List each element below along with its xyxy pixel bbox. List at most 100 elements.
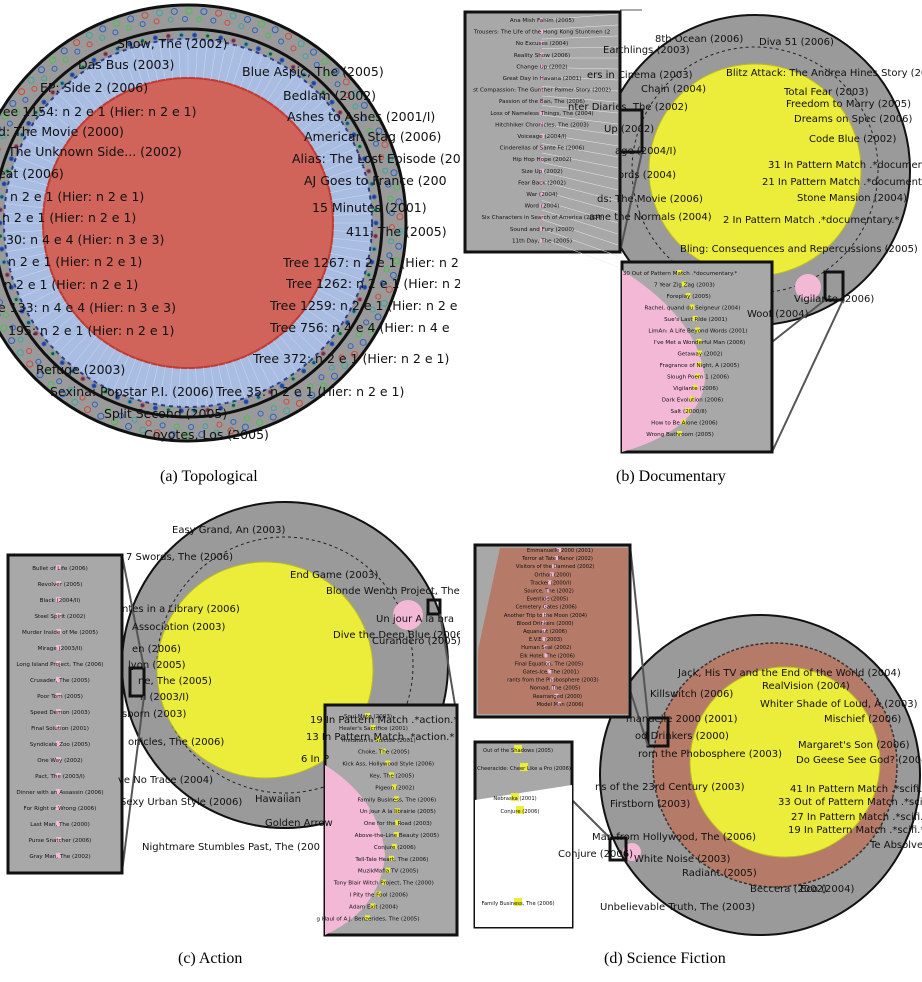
- graph-node: [313, 61, 320, 68]
- graph-node: [324, 71, 331, 78]
- graph-node: [367, 326, 375, 334]
- node-label: Mirage (2003/II): [38, 646, 83, 652]
- node-label: Vigilante (2006): [673, 386, 718, 392]
- graph-node: [19, 132, 25, 138]
- graph-node: [26, 120, 32, 126]
- graph-node: [388, 224, 395, 231]
- graph-node: [152, 35, 158, 41]
- graph-node: [0, 126, 2, 132]
- node-marker: [695, 327, 701, 333]
- graph-node: [270, 405, 277, 412]
- graph-node: [1, 259, 7, 265]
- graph-node: [367, 127, 374, 134]
- graph-node: [320, 89, 326, 95]
- graph-node: [385, 286, 393, 294]
- node-marker: [380, 748, 386, 754]
- graph-node: [84, 406, 92, 414]
- graph-node: [0, 299, 4, 306]
- graph-node: [165, 407, 171, 413]
- node-label: 30 Out of Pattern Match .*documentary.*: [623, 271, 738, 277]
- graph-node: [59, 390, 67, 398]
- graph-node: [22, 96, 29, 103]
- graph-node: [8, 156, 14, 162]
- node-marker: [554, 693, 559, 698]
- node-label: Final Equation, The (2005): [515, 661, 583, 667]
- node-marker: [540, 41, 544, 46]
- node-marker: [56, 581, 61, 586]
- node-label: nter Diaries, The (2002): [568, 102, 688, 113]
- graph-node: [139, 21, 146, 28]
- node-label: Association (2003): [132, 622, 225, 633]
- node-label: Hitchhiker Chronicles, The (2003): [495, 122, 589, 128]
- node-label: Hip Hop Hope (2002): [512, 157, 571, 163]
- graph-node: [181, 16, 188, 23]
- node-marker: [545, 588, 550, 593]
- node-marker: [56, 837, 61, 842]
- node-label: 31 In Pattern Match .*documentar: [768, 160, 922, 171]
- node-label: 21 In Pattern Match .*documentary: [762, 177, 922, 188]
- node-marker: [544, 596, 549, 601]
- graph-node: [255, 46, 261, 52]
- node-label: Crusader, The (2005): [30, 678, 90, 684]
- graph-node: [0, 133, 7, 140]
- graph-node: [127, 399, 133, 405]
- node-label: Tony Blair Witch Project, The (2000): [333, 881, 434, 887]
- node-label: Cemetery Gates (2006): [516, 605, 577, 611]
- node-label: E.V.E. (2003): [529, 637, 562, 643]
- graph-node: [369, 259, 375, 265]
- graph-node: [308, 391, 316, 399]
- zoom-panel-right: Soul Mate (2003) Healer's Sacrifice (2001…: [316, 703, 459, 937]
- node-marker: [540, 110, 544, 115]
- node-label: 33 Out of Pattern Match .*scifi.*: [778, 797, 922, 808]
- graph-node: [351, 132, 357, 138]
- node-label: Fear Back (2002): [518, 180, 566, 186]
- node-label: Jack, His TV and the End of the World (2…: [677, 668, 901, 679]
- graph-node: [393, 183, 401, 191]
- node-label: LimAn: A Life Beyond Words (2001): [648, 329, 747, 335]
- zoom-panel-top: Emmanuelle 2000 (2001) Terror at Tate Man…: [473, 543, 632, 719]
- graph-node: [344, 120, 350, 126]
- node-label: Conjure (2006): [374, 845, 416, 851]
- node-label: The Unknown Side... (2002): [7, 144, 182, 159]
- node-marker: [542, 612, 547, 617]
- graph-node: [103, 389, 109, 395]
- node-label: Ashes to Ashes (2001/I): [287, 109, 435, 124]
- node-label: Blood Drinkers (2000): [517, 621, 574, 627]
- graph-node: [357, 296, 363, 302]
- node-marker: [391, 843, 397, 849]
- scifi-labels: Jack, His TV and the End of the World (2…: [558, 668, 922, 913]
- node-label: Das Bus (2003): [78, 57, 174, 72]
- node-marker: [549, 572, 554, 577]
- graph-node: [368, 114, 376, 122]
- graph-node: [127, 15, 135, 23]
- node-label: Word (2004): [525, 204, 560, 210]
- node-label: Tree 35: n 2 e 1 (Hier: n 2 e 1): [215, 384, 404, 399]
- node-marker: [56, 821, 61, 826]
- node-label: One for the Road (2003): [364, 821, 432, 827]
- node-marker: [388, 772, 394, 778]
- graph-node: [16, 349, 24, 357]
- graph-node: [366, 272, 372, 278]
- node-label: n 2 e 1 (Hier: n 2 e 1): [8, 254, 142, 269]
- node-label: ne, The (2005): [138, 676, 212, 687]
- node-marker: [388, 855, 394, 861]
- graph-node: [173, 423, 180, 430]
- node-label: ame the Normals (2004): [589, 212, 712, 223]
- node-label: Terror at Tate Manor (2002): [521, 556, 593, 562]
- graph-node: [278, 38, 285, 45]
- node-label: Hawaiian: [255, 794, 301, 805]
- graph-node: [85, 31, 93, 39]
- graph-node: [243, 41, 249, 47]
- graph-node: [283, 407, 291, 415]
- zoom-panel-left: Bullet of Life (2006) Revolver (2005) Blac…: [6, 553, 124, 875]
- node-label: Slough Poem 1 (2006): [667, 375, 729, 381]
- graph-node: [362, 156, 368, 162]
- node-marker: [380, 879, 386, 885]
- node-label: n 2 e 1 (Hier: n 2 e 1): [2, 210, 136, 225]
- graph-node: [49, 56, 57, 64]
- graph-node: [350, 350, 358, 358]
- node-label: 195: n 2 e 1 (Hier: n 2 e 1): [8, 323, 174, 338]
- node-label: Te Absolve (2005): [869, 840, 922, 851]
- node-label: n (2003/I): [140, 692, 189, 703]
- node-marker: [375, 736, 381, 742]
